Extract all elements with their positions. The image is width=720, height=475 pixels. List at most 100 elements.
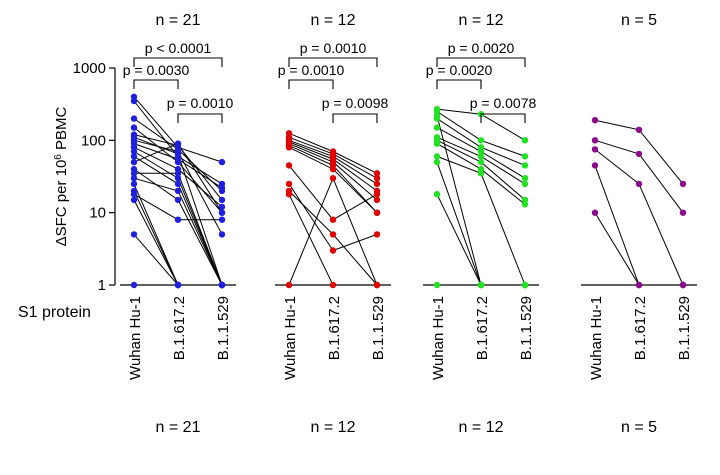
data-point <box>373 196 381 204</box>
p-value-label: p = 0.0078 <box>470 95 537 111</box>
data-point <box>130 148 138 155</box>
p-value-label: p = 0.0020 <box>426 62 493 78</box>
significance-bracket <box>332 113 378 123</box>
p-value-label: p = 0.0030 <box>123 62 190 78</box>
data-point <box>329 165 337 173</box>
significance-bracket <box>436 57 526 67</box>
p-value-label: p = 0.0010 <box>278 62 345 78</box>
panel-4: n = 5 n = 5 Wuhan Hu-1 B.1.617.2 B.1.1.529 <box>581 12 697 436</box>
data-point <box>591 209 599 216</box>
chart-panels: n = 21 n = 21 Wuhan Hu-1 B.1.617.2 B.1.1.529… <box>120 12 697 436</box>
p-value-label: p = 0.0010 <box>300 40 367 56</box>
data-point <box>635 180 643 188</box>
data-point <box>130 281 138 289</box>
data-point <box>130 153 138 160</box>
data-point <box>635 150 643 158</box>
n-label-top: n = 12 <box>459 12 504 29</box>
x-tick-label: Wuhan Hu-1 <box>127 296 144 380</box>
n-label-bottom: n = 12 <box>459 419 504 436</box>
data-point <box>174 216 182 223</box>
significance-bracket <box>288 79 334 89</box>
data-point <box>373 191 381 198</box>
x-tick-label: B.1.617.2 <box>171 296 188 360</box>
n-label-top: n = 21 <box>156 12 201 29</box>
data-point <box>477 148 485 155</box>
y-tick-label: 10 <box>89 205 106 222</box>
data-point <box>130 175 138 182</box>
data-point <box>591 117 599 124</box>
data-point <box>174 155 182 163</box>
significance-bracket <box>133 57 223 67</box>
y-tick-label: 100 <box>81 132 106 149</box>
data-point <box>130 115 138 122</box>
data-point <box>218 184 226 192</box>
data-point <box>329 175 337 182</box>
data-point <box>521 201 529 208</box>
data-point <box>433 140 441 147</box>
data-point <box>477 137 485 144</box>
n-label-bottom: n = 21 <box>156 419 201 436</box>
data-point <box>329 247 337 254</box>
n-label-bottom: n = 12 <box>311 419 356 436</box>
x-tick-label: B.1.617.2 <box>632 296 649 360</box>
data-point <box>433 191 441 198</box>
data-point <box>174 196 182 204</box>
significance-bracket <box>288 57 378 67</box>
data-point <box>285 180 293 188</box>
p-value-label: p = 0.0020 <box>448 40 515 56</box>
data-point <box>174 180 182 188</box>
data-point <box>174 187 182 195</box>
data-point <box>521 196 529 204</box>
significance-bracket <box>177 113 223 123</box>
data-point <box>679 281 687 289</box>
data-point <box>174 175 182 182</box>
p-value-label: p = 0.0098 <box>322 95 389 111</box>
data-point <box>373 170 381 177</box>
data-point <box>521 153 529 160</box>
data-point <box>477 281 485 289</box>
data-point <box>521 162 529 169</box>
data-point <box>218 209 226 216</box>
x-tick-label: B.1.1.529 <box>215 296 232 360</box>
pair-line <box>436 161 525 286</box>
data-point <box>433 281 441 289</box>
n-label-top: n = 12 <box>311 12 356 29</box>
significance-bracket <box>480 113 526 123</box>
row-label: S1 protein <box>18 304 91 321</box>
data-point <box>591 146 599 153</box>
p-value-label: p = 0.0010 <box>167 95 234 111</box>
data-point <box>285 144 293 151</box>
significance-bracket <box>436 79 482 89</box>
data-point <box>635 281 643 289</box>
p-value-label: p < 0.0001 <box>145 40 212 56</box>
data-point <box>373 281 381 289</box>
pair-line <box>594 149 684 286</box>
data-point <box>521 137 529 144</box>
data-point <box>130 196 138 204</box>
data-point <box>285 191 293 198</box>
data-point <box>679 180 687 188</box>
x-tick-label: B.1.617.2 <box>326 296 343 360</box>
significance-bracket <box>133 79 179 89</box>
data-point <box>329 216 337 223</box>
x-tick-label: Wuhan Hu-1 <box>282 296 299 380</box>
data-point <box>174 140 182 147</box>
n-label-bottom: n = 5 <box>621 419 657 436</box>
pair-line <box>288 190 378 286</box>
data-point <box>433 158 441 166</box>
data-point <box>285 281 293 289</box>
pair-line <box>594 212 683 286</box>
data-point <box>521 175 529 182</box>
data-point <box>433 112 441 119</box>
data-point <box>591 137 599 144</box>
y-tick-label: 1000 <box>73 60 106 77</box>
x-tick-label: B.1.1.529 <box>676 296 693 360</box>
pair-line <box>436 193 525 286</box>
y-axis: 1 10 100 1000 <box>73 60 116 294</box>
data-point <box>218 216 226 223</box>
data-point <box>218 196 226 204</box>
panel-1: n = 21 n = 21 Wuhan Hu-1 B.1.617.2 B.1.1.529… <box>120 12 236 436</box>
data-point <box>174 150 182 158</box>
data-point <box>130 134 138 141</box>
data-point <box>130 191 138 198</box>
